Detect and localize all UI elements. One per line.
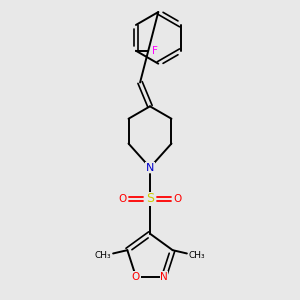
Text: CH₃: CH₃ — [188, 250, 205, 260]
Text: O: O — [132, 272, 140, 282]
Text: N: N — [160, 272, 168, 282]
Text: CH₃: CH₃ — [95, 250, 112, 260]
Text: O: O — [119, 194, 127, 204]
Text: S: S — [146, 193, 154, 206]
Text: O: O — [173, 194, 181, 204]
Text: F: F — [152, 46, 158, 56]
Text: N: N — [146, 163, 154, 172]
